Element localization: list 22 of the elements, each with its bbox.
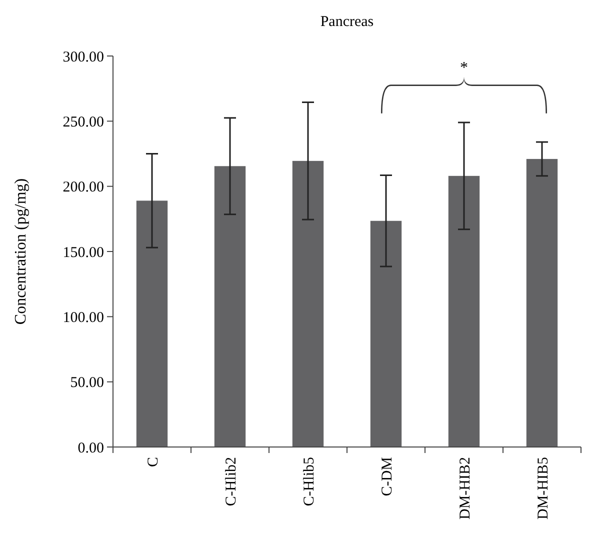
bar [292,160,324,447]
y-tick-label: 150.00 [62,244,104,261]
bar [214,166,246,447]
x-tick-label: C [145,457,162,468]
bar [448,176,480,447]
annotation: * [460,60,468,77]
bar [136,200,168,447]
y-tick-label: 50.00 [70,375,104,392]
x-tick-label: C-Hlib2 [223,457,240,506]
y-axis-title: Concentration (pg/mg) [12,178,30,325]
y-tick-label: 100.00 [62,310,104,326]
y-tick-label: 300.00 [62,49,104,66]
x-tick-label: DM-HIB5 [535,457,552,520]
x-tick-label: C-DM [379,457,396,496]
x-tick-label: C-Hlib5 [301,457,318,506]
x-tick-label: DM-HIB2 [457,457,474,520]
bar [526,158,558,447]
chart-title: Pancreas [320,14,374,30]
y-tick-label: 250.00 [62,114,104,130]
y-tick-label: 200.00 [62,180,104,196]
bar [370,220,402,447]
y-tick-label: 0.00 [78,440,104,456]
